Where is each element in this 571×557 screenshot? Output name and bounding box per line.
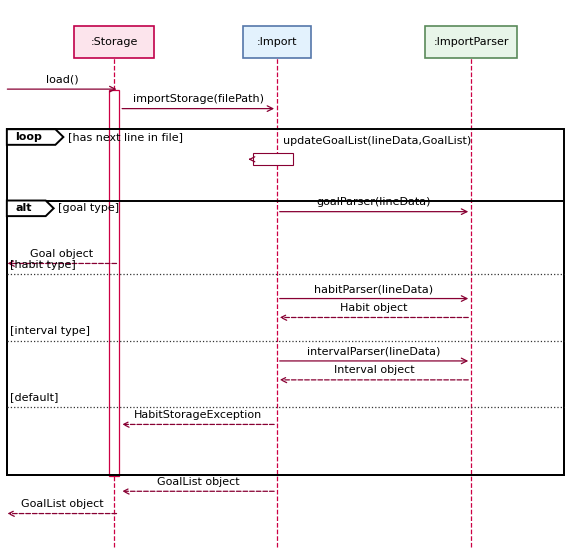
Text: Goal object: Goal object — [30, 249, 94, 259]
Text: importStorage(filePath): importStorage(filePath) — [132, 94, 264, 104]
Polygon shape — [7, 129, 63, 145]
Text: :Storage: :Storage — [91, 37, 138, 47]
Bar — [253, 153, 293, 165]
Text: [interval type]: [interval type] — [10, 326, 90, 336]
Text: intervalParser(lineData): intervalParser(lineData) — [307, 346, 441, 356]
Text: loop: loop — [15, 132, 42, 142]
Bar — [74, 26, 154, 58]
Text: [goal type]: [goal type] — [58, 203, 119, 213]
Text: [has next line in file]: [has next line in file] — [68, 132, 183, 142]
Bar — [7, 129, 564, 475]
Text: habitParser(lineData): habitParser(lineData) — [315, 284, 433, 294]
Bar — [7, 201, 564, 475]
Bar — [425, 26, 517, 58]
Text: Habit object: Habit object — [340, 303, 408, 313]
Text: load(): load() — [46, 75, 78, 85]
Text: GoalList object: GoalList object — [21, 499, 103, 509]
Polygon shape — [7, 201, 54, 216]
Text: [default]: [default] — [10, 392, 59, 402]
Text: Interval object: Interval object — [333, 365, 415, 375]
Bar — [109, 90, 119, 476]
Text: GoalList object: GoalList object — [157, 477, 239, 487]
Text: HabitStorageException: HabitStorageException — [134, 410, 262, 420]
Text: updateGoalList(lineData,GoalList): updateGoalList(lineData,GoalList) — [283, 136, 471, 146]
Text: alt: alt — [15, 203, 32, 213]
Text: goalParser(lineData): goalParser(lineData) — [317, 197, 431, 207]
Text: :ImportParser: :ImportParser — [433, 37, 509, 47]
Text: :Import: :Import — [257, 37, 297, 47]
Bar — [243, 26, 311, 58]
Text: [habit type]: [habit type] — [10, 260, 76, 270]
